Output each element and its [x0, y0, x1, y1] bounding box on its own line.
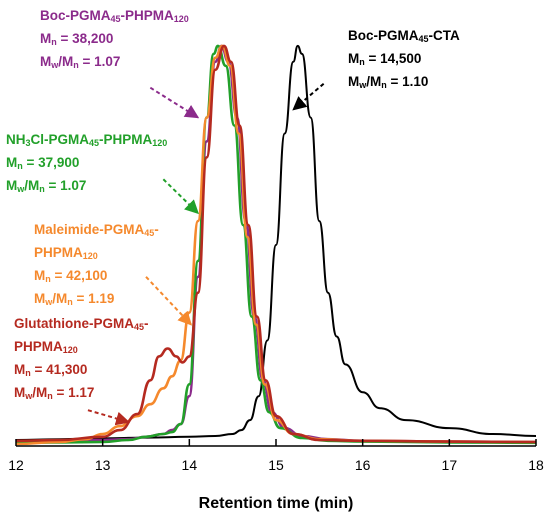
x-tick-label: 14	[182, 457, 198, 473]
annotation-name: Maleimide-PGMA45-	[34, 222, 159, 238]
annotation-name: Boc-PGMA45-PHPMA120	[40, 8, 189, 24]
series-line-glutathione_pgma_phpma	[15, 44, 537, 444]
annotation-name: Glutathione-PGMA45-	[14, 316, 149, 332]
annotation-arrow-nh3cl_pgma_phpma	[162, 178, 200, 215]
x-tick-label: 16	[355, 457, 371, 473]
annotation-mn: Mn = 41,300	[14, 362, 88, 378]
annotation-nh3cl_pgma_phpma: NH3Cl-PGMA45-PHPMA120 Mn = 37,900 Mw/Mn = …	[6, 130, 167, 199]
annotation-dispersity: Mw/Mn = 1.19	[34, 291, 115, 307]
annotation-mn: Mn = 42,100	[34, 268, 108, 284]
annotation-mn: Mn = 37,900	[6, 155, 80, 171]
x-tick-label: 15	[268, 457, 284, 473]
annotation-mn: Mn = 14,500	[348, 51, 422, 67]
annotation-arrow-glutathione_pgma_phpma	[87, 409, 131, 426]
x-axis-title: Retention time (min)	[199, 495, 354, 512]
x-tick-label: 18	[528, 457, 544, 473]
annotation-name-cont: PHPMA120	[34, 245, 98, 261]
annotation-name: NH3Cl-PGMA45-PHPMA120	[6, 132, 168, 148]
annotation-dispersity: Mw/Mn = 1.07	[40, 54, 121, 70]
series-line-boc_cta	[15, 44, 537, 441]
annotation-dispersity: Mw/Mn = 1.17	[14, 385, 95, 401]
annotation-glutathione_pgma_phpma: Glutathione-PGMA45- PHPMA120 Mn = 41,300 Mw…	[14, 314, 149, 406]
annotation-arrow-maleimide_pgma_phpma	[145, 276, 193, 326]
annotation-arrow-boc_pgma_phpma	[149, 86, 200, 119]
series-line-nh3cl_pgma_phpma	[15, 44, 537, 445]
annotation-name-cont: PHPMA120	[14, 339, 78, 355]
annotation-mn: Mn = 38,200	[40, 31, 114, 47]
annotation-dispersity: Mw/Mn = 1.10	[348, 74, 429, 90]
annotation-arrows	[87, 82, 325, 426]
x-tick-label: 17	[442, 457, 458, 473]
x-tick-label: 12	[8, 457, 24, 473]
x-tick-label: 13	[95, 457, 111, 473]
x-axis-ticks: 12 13 14 15 16 17 18	[8, 439, 544, 473]
annotation-boc_pgma_phpma: Boc-PGMA45-PHPMA120 Mn = 38,200 Mw/Mn = 1.…	[40, 6, 189, 75]
annotation-dispersity: Mw/Mn = 1.07	[6, 178, 87, 194]
annotation-maleimide_pgma_phpma: Maleimide-PGMA45- PHPMA120 Mn = 42,100 Mw/M…	[34, 220, 159, 312]
annotation-name: Boc-PGMA45-CTA	[348, 28, 460, 44]
annotation-boc_cta: Boc-PGMA45-CTA Mn = 14,500 Mw/Mn = 1.10	[348, 26, 460, 95]
